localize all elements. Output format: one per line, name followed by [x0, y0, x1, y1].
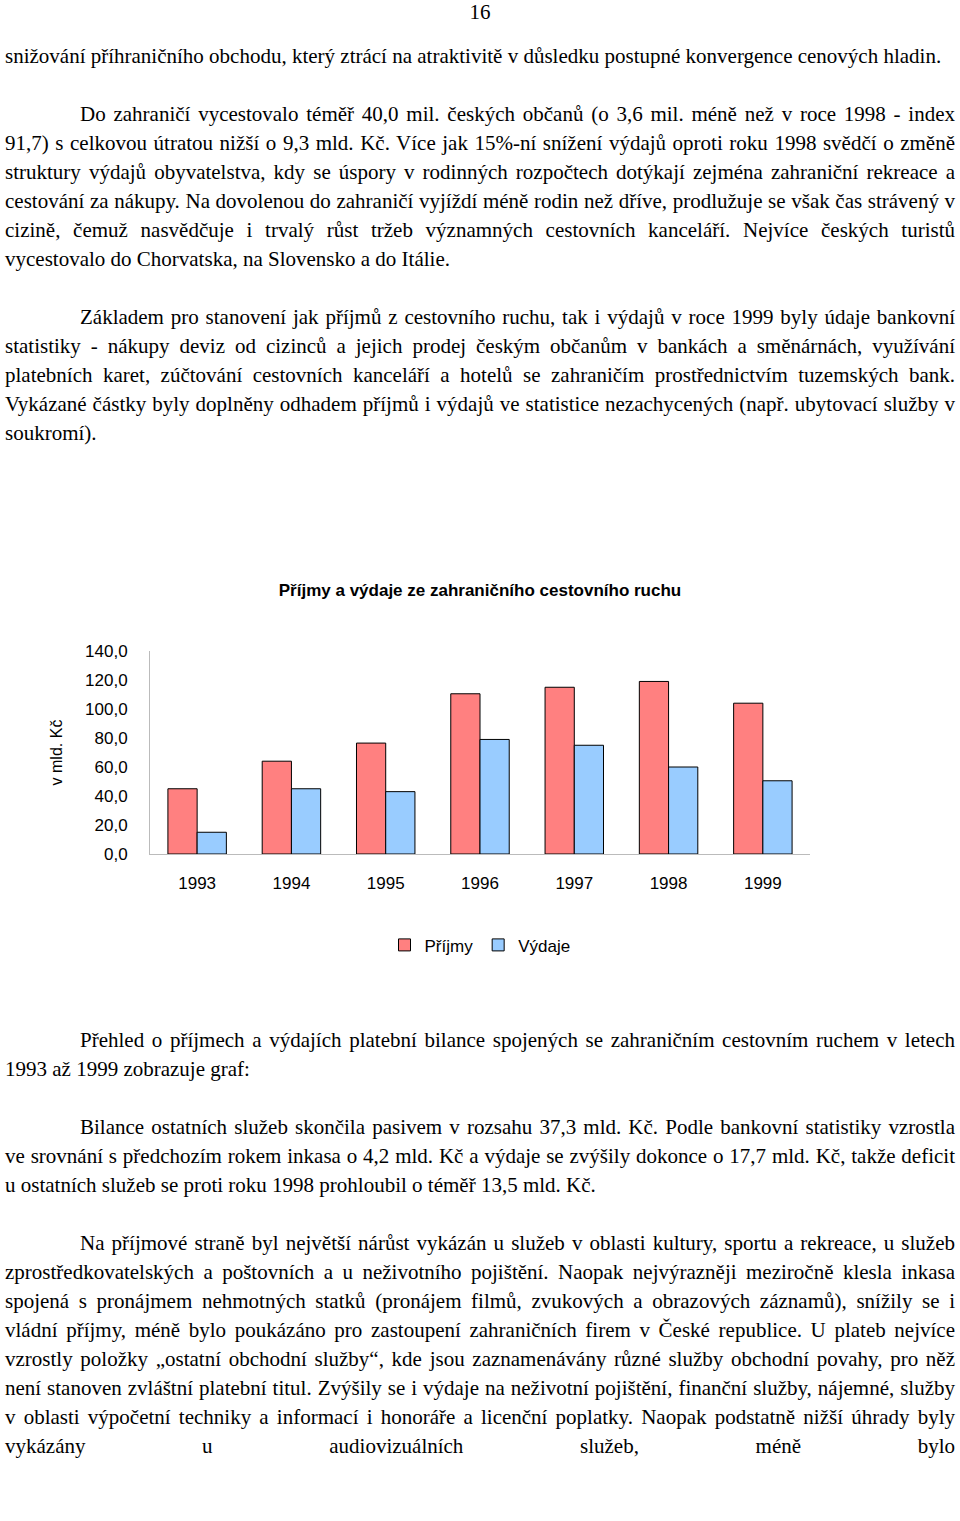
html-text:Bilance ostatních služeb skonč: Bilance ostatních služeb skončila pasive… [5, 1115, 955, 1197]
svg-text:Příjmy a výdaje ze zahraničníh: Příjmy a výdaje ze zahraničního cestovní… [279, 581, 681, 600]
html-text:16: 16 [469, 0, 491, 24]
html-text:Na příjmové straně byl největš: Na příjmové straně byl největší nárůst v… [5, 1231, 955, 1458]
svg-text:1997: 1997 [555, 874, 593, 893]
svg-text:120,0: 120,0 [85, 671, 128, 690]
svg-text:100,0: 100,0 [85, 700, 128, 719]
svg-text:80,0: 80,0 [95, 729, 128, 748]
svg-text:Příjmy: Příjmy [425, 937, 474, 956]
html-text:Základem pro stanovení jak pří: Základem pro stanovení jak příjmů z cest… [5, 305, 955, 445]
html-text:Do zahraničí vycestovalo téměř: Do zahraničí vycestovalo téměř 40,0 mil.… [5, 102, 955, 271]
html-text:Přehled o příjmech a výdajích: Přehled o příjmech a výdajích platební b… [5, 1028, 955, 1081]
svg-text:1995: 1995 [367, 874, 405, 893]
svg-text:1998: 1998 [650, 874, 688, 893]
svg-text:40,0: 40,0 [95, 787, 128, 806]
html-text:snižování příhraničního obchod: snižování příhraničního obchodu, který z… [5, 44, 942, 68]
svg-text:0,0: 0,0 [104, 845, 128, 864]
svg-text:20,0: 20,0 [95, 816, 128, 835]
svg-text:1993: 1993 [178, 874, 216, 893]
svg-text:60,0: 60,0 [95, 758, 128, 777]
svg-text:140,0: 140,0 [85, 642, 128, 661]
svg-text:v mld. Kč: v mld. Kč [48, 720, 65, 786]
svg-text:1996: 1996 [461, 874, 499, 893]
svg-text:1999: 1999 [744, 874, 782, 893]
svg-text:1994: 1994 [273, 874, 311, 893]
svg-text:Výdaje: Výdaje [518, 937, 570, 956]
